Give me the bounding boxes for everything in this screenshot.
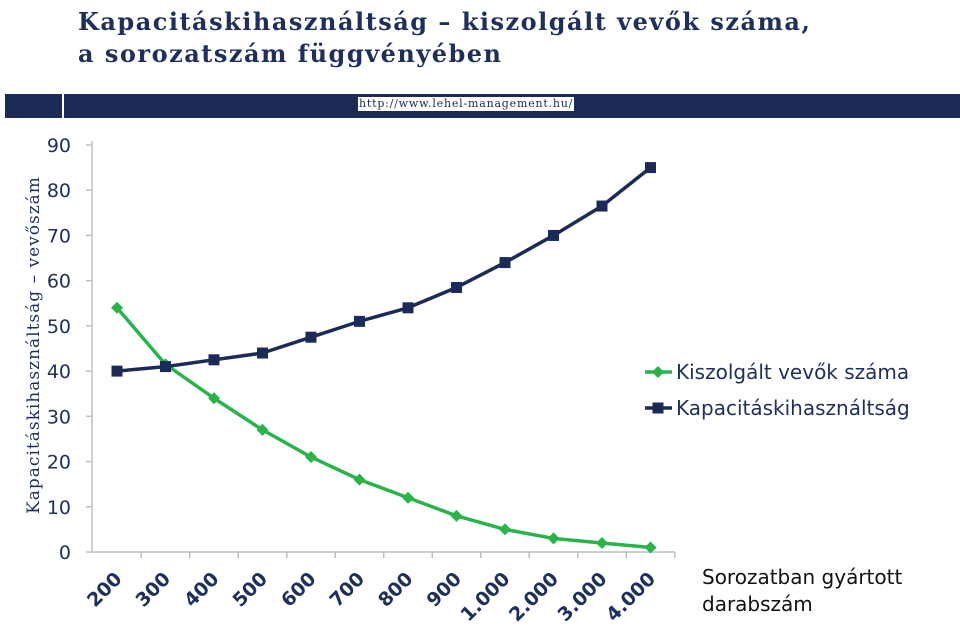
x-tick-label: 900: [422, 568, 466, 612]
title-line-2: a sorozatszám függvényében: [78, 39, 503, 68]
data-point: [208, 392, 220, 405]
x-tick-label: 1.000: [456, 568, 514, 626]
x-tick-label: 600: [277, 568, 321, 612]
y-tick-label: 10: [47, 497, 71, 519]
legend-label: Kiszolgált vevők száma: [676, 360, 909, 384]
data-point: [160, 361, 171, 373]
y-tick-label: 20: [47, 452, 71, 474]
data-point: [451, 281, 462, 293]
data-point: [305, 331, 317, 343]
series-line: [115, 306, 651, 550]
data-point: [257, 347, 268, 359]
data-point: [499, 257, 511, 269]
legend-marker: [652, 402, 664, 414]
data-point: [353, 473, 366, 486]
legend-label: Kapacitáskihasználtság: [676, 396, 910, 420]
x-tick-label: 500: [228, 568, 272, 612]
y-tick-label: 50: [47, 316, 71, 338]
y-tick-label: 70: [47, 225, 71, 247]
data-point: [645, 162, 656, 174]
y-tick-label: 0: [59, 542, 71, 564]
data-point: [354, 315, 365, 327]
data-point: [208, 354, 220, 366]
header-bar-left: [5, 94, 62, 118]
data-point: [111, 301, 123, 314]
title-line-1: Kapacitáskihasználtság – kiszolgált vevő…: [78, 7, 812, 36]
y-tick-label: 40: [47, 361, 71, 383]
x-tick-label: 300: [131, 568, 175, 612]
data-point: [499, 523, 511, 536]
data-point: [596, 200, 608, 212]
x-axis-title-line-2: darabszám: [702, 592, 813, 616]
data-point: [402, 302, 414, 314]
website-url: http://www.lehel-management.hu/: [358, 97, 575, 111]
x-axis-title: Sorozatban gyártott darabszám: [702, 564, 902, 618]
data-point: [548, 229, 559, 241]
x-tick-label: 400: [180, 568, 224, 612]
x-tick-label: 4.000: [602, 568, 660, 626]
legend-entry: Kiszolgált vevők száma: [645, 360, 909, 384]
series-line: [116, 166, 652, 373]
data-point: [596, 536, 608, 549]
series-1: [111, 301, 657, 554]
chart-title: Kapacitáskihasználtság – kiszolgált vevő…: [78, 6, 811, 70]
data-point: [111, 365, 123, 377]
x-tick-label: 2.000: [505, 568, 563, 626]
legend: Kiszolgált vevők száma Kapacitáskihasznál…: [645, 360, 910, 420]
y-tick-label: 90: [47, 135, 71, 157]
y-tick-label: 30: [47, 406, 71, 428]
y-tick-labels: 0 10 20 30 40 50 60 70 80 90: [47, 135, 92, 564]
x-tick-label: 200: [83, 568, 127, 612]
legend-entry: Kapacitáskihasználtság: [645, 396, 910, 420]
data-point: [450, 509, 463, 522]
x-tick-label: 3.000: [553, 568, 611, 626]
data-point: [402, 491, 414, 504]
data-point: [644, 541, 657, 554]
series: [111, 162, 657, 554]
legend-marker: [652, 366, 664, 378]
x-tick-labels: 200 300 400 500 600 700 800 9001.0002.0003.0004…: [83, 552, 676, 626]
data-point: [547, 532, 560, 545]
data-point: [256, 423, 269, 436]
y-tick-label: 60: [47, 271, 71, 293]
x-tick-label: 700: [325, 568, 369, 612]
y-tick-label: 80: [47, 180, 71, 202]
x-tick-label: 800: [374, 568, 418, 612]
series-2: [111, 162, 656, 377]
x-axis-title-line-1: Sorozatban gyártott: [702, 565, 903, 589]
data-point: [305, 451, 317, 464]
